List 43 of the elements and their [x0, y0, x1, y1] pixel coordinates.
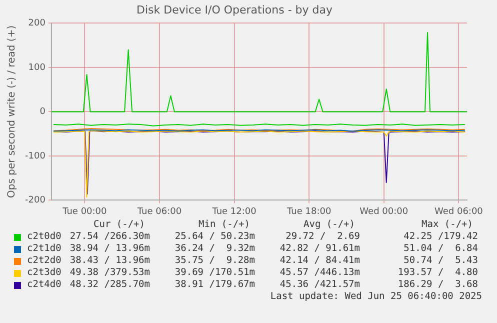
- x-tick-label: Tue 00:00: [62, 206, 108, 217]
- x-tick-label: Tue 18:00: [286, 206, 332, 217]
- text: 45.57 /446.13m: [280, 267, 360, 278]
- text: Max (-/+): [422, 219, 473, 230]
- y-tick-label: -100: [24, 151, 46, 162]
- text: Min (-/+): [198, 219, 250, 230]
- text: 38.91 /179.67m: [174, 279, 255, 290]
- text: 193.57 / 4.80: [398, 267, 478, 278]
- legend-label: c2t3d0: [27, 267, 62, 278]
- text: 38.94 / 13.96m: [70, 243, 150, 254]
- legend-label: c2t1d0: [27, 243, 62, 254]
- text: 25.64 / 50.23m: [174, 231, 255, 242]
- chart-title: Disk Device I/O Operations - by day: [136, 3, 333, 16]
- legend-label: c2t0d0: [27, 231, 62, 242]
- x-tick-label: Tue 12:00: [211, 206, 257, 217]
- x-tick-label: Tue 06:00: [136, 206, 182, 217]
- text: Avg (-/+): [304, 219, 355, 230]
- text: 38.43 / 13.96m: [70, 255, 150, 266]
- text: 42.82 / 91.61m: [280, 243, 360, 254]
- y-tick-label: 200: [28, 18, 46, 29]
- text: 51.04 / 6.84: [404, 243, 478, 254]
- text: 42.25 /179.42: [404, 231, 478, 242]
- text: 35.75 / 9.28m: [174, 255, 255, 266]
- text: 186.29 / 3.68: [398, 279, 478, 290]
- text: 49.38 /379.53m: [70, 267, 150, 278]
- x-tick-label: Wed 06:00: [434, 206, 484, 217]
- text: 50.74 / 5.43: [404, 255, 478, 266]
- text: 27.54 /266.30m: [70, 231, 150, 242]
- y-tick-label: 0: [40, 107, 46, 118]
- legend-label: c2t4d0: [27, 279, 62, 290]
- y-axis-title: Ops per second write (-) / read (+): [6, 25, 18, 198]
- y-tick-label: -200: [24, 196, 46, 206]
- y-tick-label: 100: [28, 62, 46, 73]
- legend-label: c2t2d0: [27, 255, 62, 266]
- text: 45.36 /421.57m: [280, 279, 360, 290]
- text: Last update: Wed Jun 25 06:40:00 2025: [270, 291, 482, 302]
- text: Cur (-/+): [94, 219, 145, 230]
- text: 42.14 / 84.41m: [280, 255, 360, 266]
- text: 36.24 / 9.32m: [174, 243, 255, 254]
- text: 29.72 / 2.69: [286, 231, 360, 242]
- text: 39.69 /170.51m: [174, 267, 255, 278]
- text: 48.32 /285.70m: [70, 279, 150, 290]
- x-tick-label: Wed 00:00: [360, 206, 408, 217]
